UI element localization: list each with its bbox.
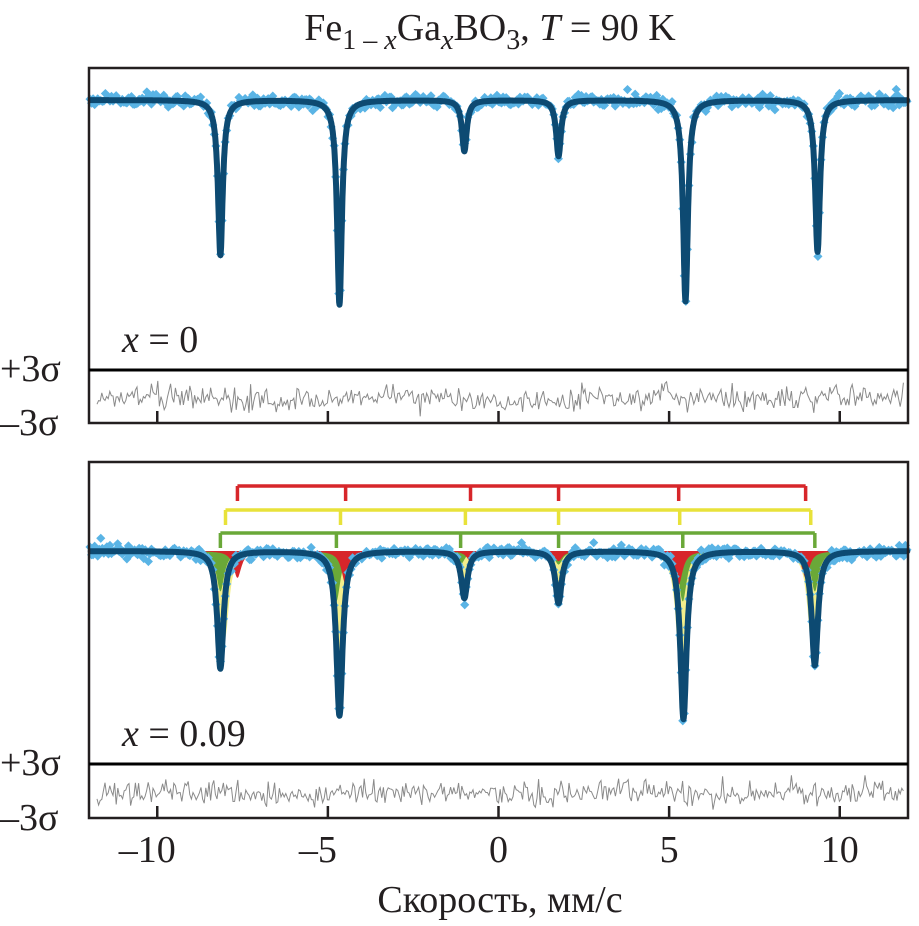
data-point <box>377 553 387 563</box>
data-point <box>888 103 898 113</box>
sigma-upper-label: +3σ <box>0 742 61 784</box>
bracket-yellow <box>223 508 813 525</box>
data-point <box>727 102 737 112</box>
data-point <box>696 545 706 555</box>
data-point <box>589 538 599 548</box>
x-tick-label: 10 <box>821 829 859 871</box>
sigma-lower-label: –3σ <box>0 402 58 444</box>
x-tick-label: 0 <box>489 829 508 871</box>
panel-label-var: x <box>121 713 148 755</box>
x-tick-label: –10 <box>118 829 176 871</box>
x-tick-labels: –10 –5 0 5 10 <box>118 829 859 871</box>
data-point <box>460 600 470 610</box>
panel-label: x = 0.09 <box>121 713 246 755</box>
panel-label: x = 0 <box>121 319 198 361</box>
title-part: x <box>383 25 397 56</box>
x-tick-label: –5 <box>298 829 337 871</box>
title-part: = 90 K <box>560 7 676 49</box>
title-part: Fe <box>304 7 342 49</box>
bracket-red <box>235 484 808 501</box>
fit-line <box>87 548 911 723</box>
data-point <box>834 88 844 99</box>
data-point <box>724 553 734 563</box>
sigma-upper-label: +3σ <box>0 348 61 390</box>
data-point <box>813 251 823 261</box>
data-point <box>246 554 256 565</box>
data-point <box>432 102 442 112</box>
residual-line <box>96 775 904 810</box>
subspectrum-area-green <box>89 551 908 602</box>
title-part: , <box>520 7 539 49</box>
data-point <box>622 84 633 95</box>
data-point <box>610 101 620 111</box>
data-point <box>770 105 780 115</box>
title-part: Ga <box>397 7 441 49</box>
sigma-lower-label: –3σ <box>0 797 58 839</box>
data-point <box>96 533 106 543</box>
fit-line <box>87 97 911 308</box>
panel-x009: x = 0.09 +3σ –3σ <box>0 460 912 839</box>
data-point <box>308 105 318 116</box>
chart-title: Fe1 – xGaxBO3, T = 90 K <box>304 7 676 56</box>
data-point <box>899 551 909 561</box>
title-part: 3 <box>506 25 520 56</box>
data-point <box>375 102 385 112</box>
bracket-green <box>218 531 817 548</box>
data-point <box>484 552 494 563</box>
data-point <box>306 542 316 553</box>
data-point <box>286 101 296 111</box>
panel-label-value: = 0 <box>148 319 198 361</box>
title-part: x <box>440 25 454 56</box>
panel-x0: x = 0 +3σ –3σ <box>0 66 912 444</box>
data-point <box>143 556 153 567</box>
panel-label-var: x <box>121 319 148 361</box>
title-part: BO <box>453 7 506 49</box>
residual-line <box>96 380 904 417</box>
title-part: 1 – <box>342 25 384 56</box>
x-tick-label: 5 <box>660 829 679 871</box>
title-part: T <box>539 7 563 49</box>
x-axis-label: Скорость, мм/с <box>377 879 622 921</box>
panel-label-value: = 0.09 <box>148 713 245 755</box>
